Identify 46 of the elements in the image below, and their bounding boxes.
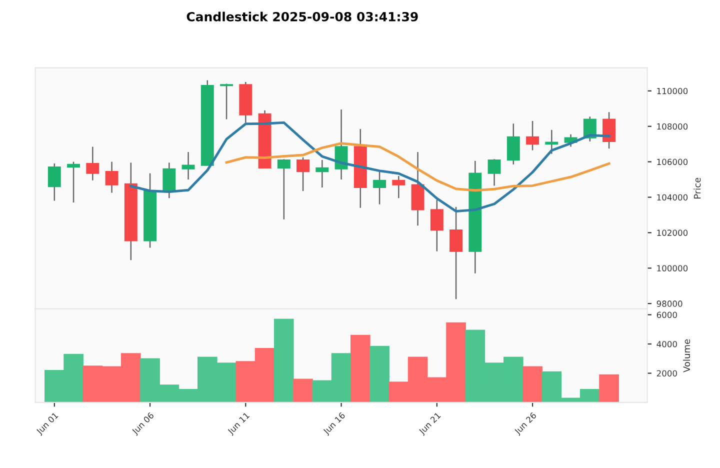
y-tick-label: 110000 — [657, 88, 688, 94]
y-tick-label: 104000 — [657, 194, 688, 201]
candlestick — [526, 120, 540, 151]
candlestick — [105, 161, 118, 194]
candlestick — [392, 175, 406, 199]
y-tick-label: 6000 — [656, 312, 677, 318]
candlestick — [162, 162, 176, 199]
line-series — [225, 142, 610, 192]
candlestick — [373, 170, 386, 205]
candlestick — [430, 199, 444, 252]
bar — [599, 374, 619, 402]
candlestick — [506, 123, 520, 166]
candlestick — [334, 108, 348, 180]
x-tick-label: Jun 21 — [418, 412, 442, 436]
candlestick — [316, 159, 329, 188]
candlestick — [86, 146, 100, 182]
candlestick — [182, 151, 195, 180]
candlestick — [296, 156, 310, 192]
candlestick — [67, 161, 80, 204]
y-tick-label: 106000 — [657, 158, 688, 166]
y-tick-label: 108000 — [657, 123, 688, 130]
y-axis-title: Volume — [683, 339, 690, 372]
candlestick — [48, 162, 61, 202]
x-tick-label: Jun 06 — [131, 412, 156, 436]
chart-title: Candlestick 2025-09-08 03:41:39 — [186, 12, 418, 22]
bar — [370, 346, 390, 402]
bar — [522, 366, 542, 402]
candlestick — [450, 206, 463, 300]
x-tick-label: Jun 01 — [36, 412, 60, 436]
candlestick — [220, 83, 234, 120]
y-tick-label: 100000 — [657, 265, 688, 272]
bar — [350, 334, 370, 402]
y-tick-label: 2000 — [656, 370, 677, 377]
candlestick — [277, 158, 290, 220]
candlestick — [488, 158, 501, 186]
x-tick-label: Jun 11 — [226, 412, 251, 436]
x-tick-label: Jun 26 — [514, 412, 538, 436]
bar — [274, 318, 294, 402]
y-tick-label: 4000 — [656, 340, 677, 348]
y-tick-label: 98000 — [656, 300, 682, 307]
y-tick-label: 102000 — [657, 230, 688, 236]
y-axis-title: Price — [694, 178, 701, 198]
x-tick-label: Jun 16 — [322, 412, 347, 436]
candlestick — [602, 112, 616, 150]
candlestick — [545, 129, 558, 154]
bar — [293, 378, 313, 402]
